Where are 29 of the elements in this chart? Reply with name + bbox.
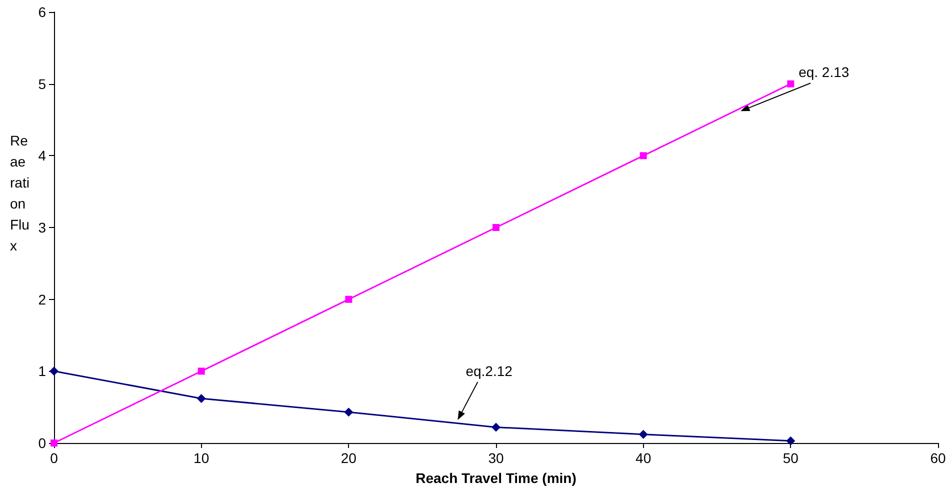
point (198, 368, 205, 375)
y-tick-label: 5 (38, 76, 46, 92)
point (50, 366, 58, 376)
x-tick-label: 0 (50, 450, 58, 466)
x-tick-label: 30 (488, 450, 504, 466)
y-tick-label: 2 (38, 291, 46, 308)
point (344, 408, 354, 417)
point (492, 224, 500, 231)
x-tick-label: 60 (930, 450, 946, 466)
point (640, 152, 647, 160)
x-tick-label: 10 (194, 450, 210, 466)
annotation: eq.2.12 (466, 363, 513, 380)
y-tick-label: 4 (38, 148, 46, 164)
point (787, 80, 794, 88)
annotation: eq. 2.13 (798, 64, 850, 80)
y-tick-label: 6 (38, 4, 46, 20)
y-tick-label: 0 (38, 435, 46, 451)
y-axis-title: Reaeration Flux (10, 132, 30, 254)
x-axis-title: Reach Travel Time (min) (416, 470, 576, 486)
x-tick-label: 20 (340, 450, 357, 466)
y-tick-label: 3 (38, 220, 46, 236)
point (638, 430, 648, 439)
x-tick-label: 50 (782, 450, 799, 466)
y-tick-label: 1 (38, 363, 46, 380)
point (345, 296, 352, 303)
point (786, 436, 796, 446)
point (492, 422, 500, 432)
x-tick-label: 40 (636, 450, 652, 466)
point (196, 394, 206, 403)
